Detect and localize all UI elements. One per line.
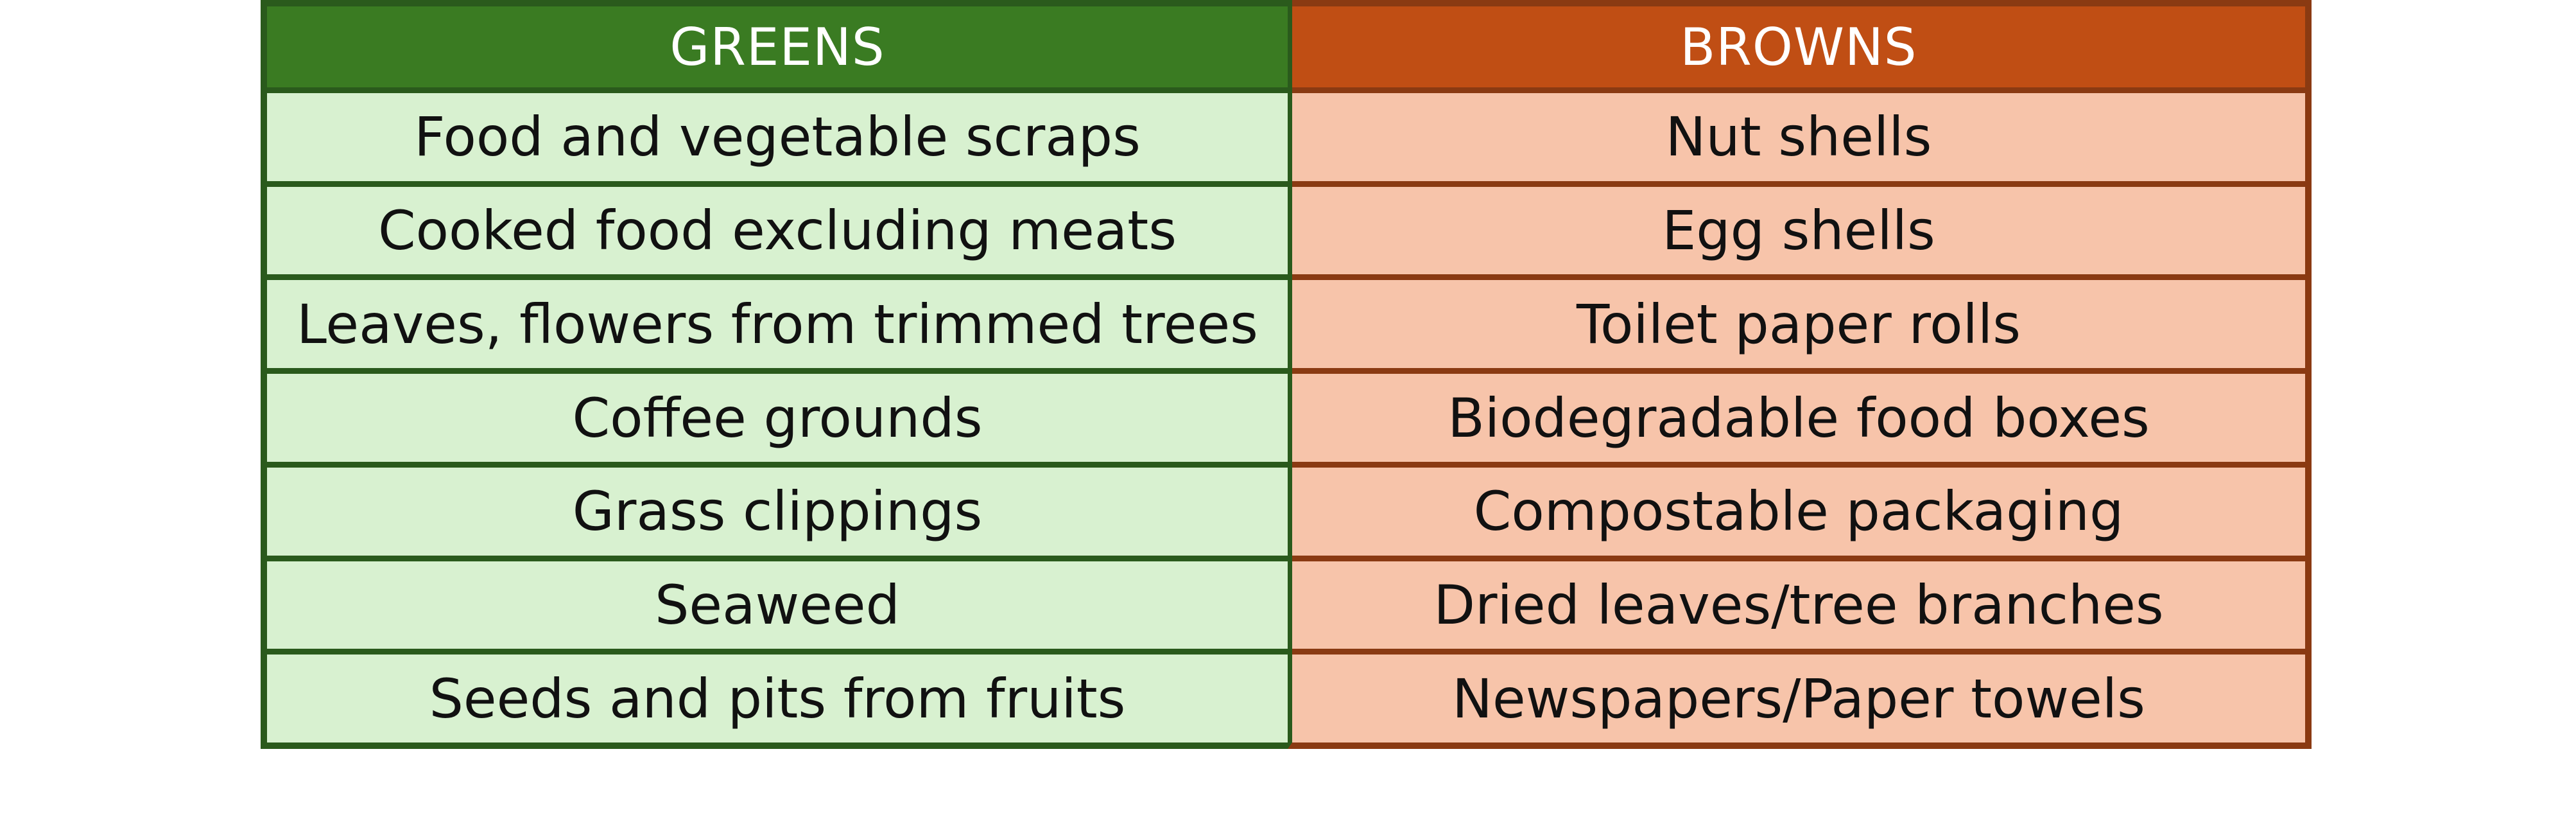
greens-cell: Grass clippings bbox=[267, 467, 1288, 561]
browns-cell: Dried leaves/tree branches bbox=[1292, 561, 2305, 655]
browns-header: BROWNS bbox=[1292, 0, 2305, 93]
greens-header: GREENS bbox=[267, 0, 1288, 93]
browns-cell: Nut shells bbox=[1292, 93, 2305, 187]
greens-column: GREENS Food and vegetable scraps Cooked … bbox=[261, 0, 1288, 749]
browns-cell: Toilet paper rolls bbox=[1292, 280, 2305, 374]
browns-cell: Biodegradable food boxes bbox=[1292, 374, 2305, 468]
greens-cell: Coffee grounds bbox=[267, 374, 1288, 468]
greens-cell: Cooked food excluding meats bbox=[267, 186, 1288, 281]
browns-cell: Compostable packaging bbox=[1292, 467, 2305, 561]
browns-cell: Egg shells bbox=[1292, 186, 2305, 281]
greens-cell: Seeds and pits from fruits bbox=[267, 655, 1288, 743]
browns-column: BROWNS Nut shells Egg shells Toilet pape… bbox=[1288, 0, 2312, 749]
greens-cell: Food and vegetable scraps bbox=[267, 93, 1288, 187]
greens-cell: Seaweed bbox=[267, 561, 1288, 655]
compost-table: GREENS Food and vegetable scraps Cooked … bbox=[261, 0, 2312, 749]
greens-cell: Leaves, flowers from trimmed trees bbox=[267, 280, 1288, 374]
browns-cell: Newspapers/Paper towels bbox=[1292, 655, 2305, 743]
